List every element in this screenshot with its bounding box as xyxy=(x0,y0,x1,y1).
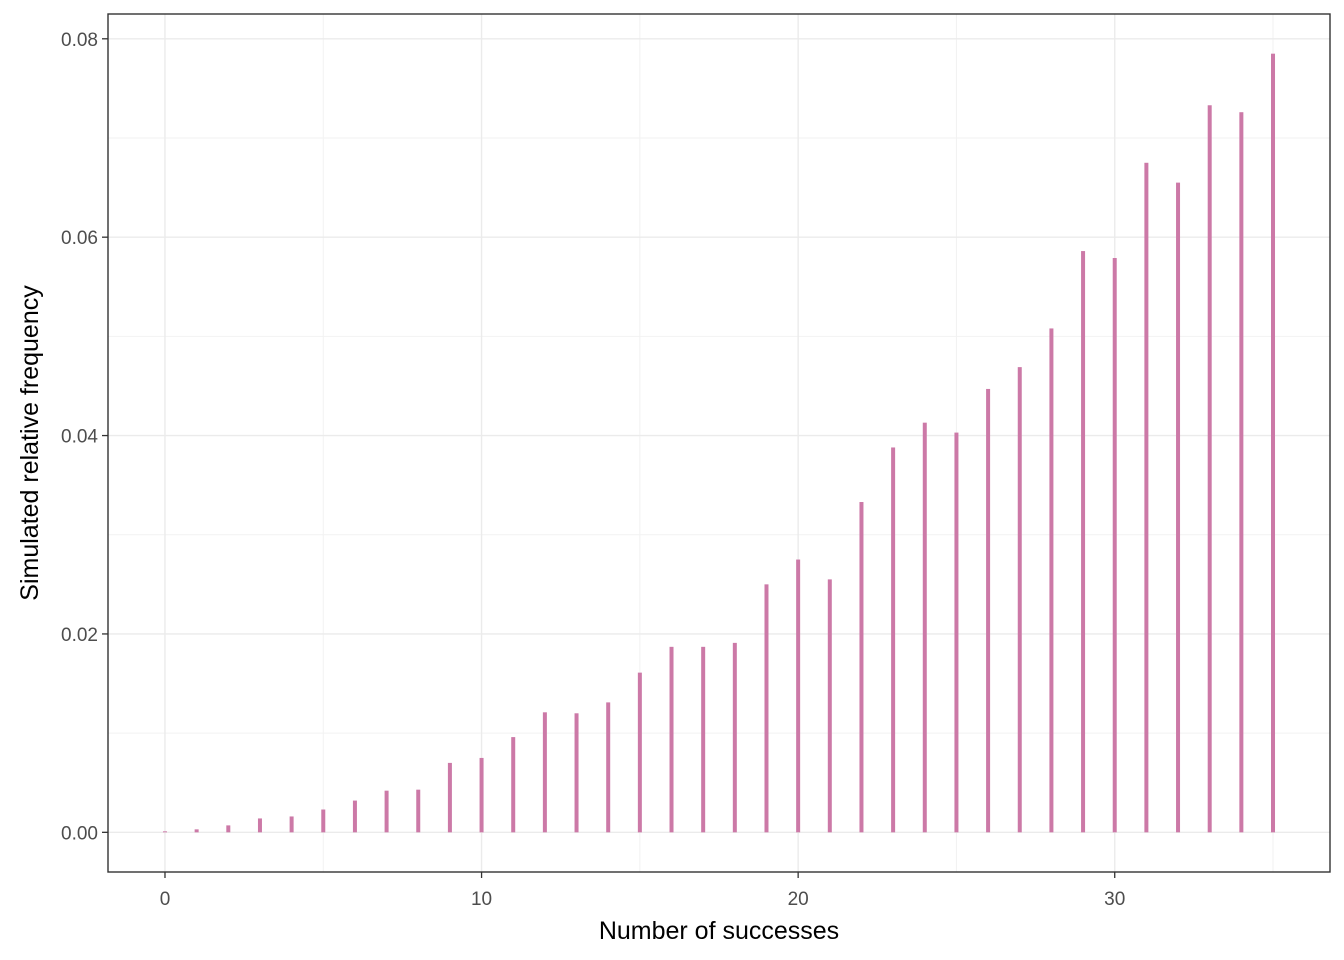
plot-border xyxy=(107,13,1331,873)
bar xyxy=(574,713,579,833)
bar xyxy=(384,790,389,833)
bar xyxy=(796,559,801,833)
bar xyxy=(859,502,864,833)
x-tick-label: 30 xyxy=(1104,889,1125,910)
major-gridlines xyxy=(108,14,1330,872)
bar xyxy=(321,809,326,833)
y-tick-label: 0.02 xyxy=(61,625,98,646)
bar xyxy=(701,646,706,833)
bar xyxy=(1176,182,1181,833)
y-tick-label: 0.00 xyxy=(61,823,98,844)
bar xyxy=(891,447,896,833)
y-axis: 0.00 0.02 0.04 0.06 0.08 xyxy=(61,30,108,844)
bar xyxy=(954,432,959,833)
bar xyxy=(1271,53,1276,833)
bar xyxy=(1112,258,1117,833)
bar xyxy=(226,825,231,833)
y-tick-label: 0.06 xyxy=(61,228,98,249)
bar xyxy=(1239,112,1244,833)
bar xyxy=(637,672,642,833)
bar xyxy=(732,642,737,833)
bar xyxy=(416,789,421,833)
bar xyxy=(827,579,832,833)
y-axis-title: Simulated relative frequency xyxy=(16,285,44,601)
bar xyxy=(922,422,927,833)
bar xyxy=(542,712,547,833)
bar xyxy=(1207,105,1212,833)
bar xyxy=(1017,367,1022,833)
bar xyxy=(162,831,167,833)
bar xyxy=(669,646,674,833)
bar xyxy=(1081,251,1086,833)
bar xyxy=(764,584,769,833)
bar xyxy=(1049,328,1054,833)
bar xyxy=(257,818,262,833)
plot-background xyxy=(108,14,1330,872)
x-axis: 0 10 20 30 xyxy=(160,872,1125,910)
bar xyxy=(447,762,452,833)
bar xyxy=(194,829,199,833)
bar xyxy=(606,702,611,833)
bar xyxy=(986,388,991,833)
bar xyxy=(1144,162,1149,833)
bar xyxy=(511,737,516,833)
y-tick-label: 0.08 xyxy=(61,30,98,51)
x-tick-label: 0 xyxy=(160,889,171,910)
y-tick-label: 0.04 xyxy=(61,427,98,448)
bar xyxy=(352,800,357,833)
x-axis-title: Number of successes xyxy=(599,917,839,945)
bar xyxy=(289,816,294,833)
x-tick-label: 10 xyxy=(471,889,492,910)
bar xyxy=(479,757,484,833)
x-tick-label: 20 xyxy=(788,889,809,910)
bars xyxy=(162,53,1276,833)
